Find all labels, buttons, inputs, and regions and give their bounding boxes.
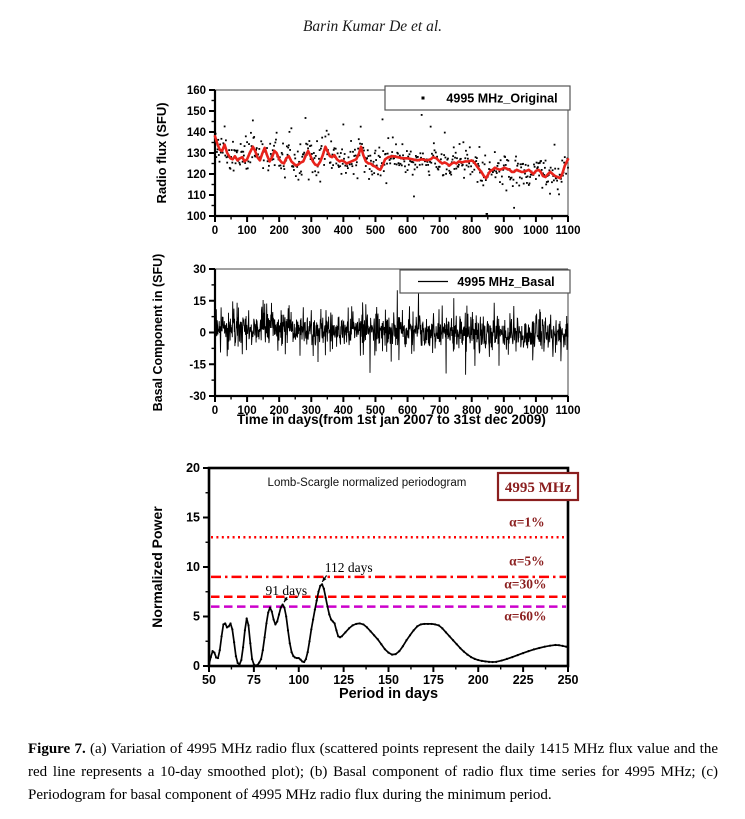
x-tick-label: 400 — [334, 225, 353, 237]
y-axis-title: Radio flux (SFU) — [154, 102, 169, 203]
legend-label: 4995 MHz_Basal — [457, 275, 554, 289]
x-tick-label: 1100 — [556, 405, 581, 417]
y-tick-label: 0 — [193, 659, 200, 673]
smoothed-line — [213, 134, 570, 180]
chart-basal-component: 0 100 200 300 400 500 600 700 800 900 1000 1100 -30-… — [150, 252, 586, 438]
x-tick-label: 50 — [202, 673, 216, 687]
periodogram-markers — [207, 583, 570, 667]
x-tick-label: 75 — [247, 673, 261, 687]
x-tick-label: 200 — [270, 405, 289, 417]
basal-line — [214, 290, 569, 375]
y-tick-label: 5 — [193, 610, 200, 624]
y-tick-label: 120 — [187, 169, 206, 181]
x-tick-label: 700 — [430, 225, 449, 237]
y-tick-label: 160 — [187, 85, 206, 97]
x-tick-label: 200 — [270, 225, 289, 237]
y-tick-label: 140 — [187, 127, 206, 139]
legend-box — [399, 269, 571, 294]
x-tick-label: 100 — [288, 673, 309, 687]
y-tick-label: 10 — [186, 560, 200, 574]
axis-ticks: 0 100 200 300 400 500 600 700 800 900 1000 1100 100 1… — [187, 85, 581, 237]
x-tick-label: 300 — [302, 405, 321, 417]
axis-ticks: 50 75 100 125 150 175 200 225 250 0 5 10 15 20 — [186, 461, 578, 687]
x-tick-label: 500 — [366, 225, 385, 237]
x-tick-label: 500 — [366, 405, 385, 417]
chart-periodogram: 50 75 100 125 150 175 200 225 250 0 5 10 15 20 Normali… — [140, 458, 592, 718]
significance-label: α=1% — [509, 514, 544, 529]
annotation-arrowhead — [284, 597, 289, 603]
x-tick-label: 175 — [423, 673, 444, 687]
y-tick-label: -15 — [189, 359, 206, 371]
plot-title: Lomb-Scargle normalized periodogram — [268, 477, 467, 489]
annotation-arrowhead — [322, 576, 327, 582]
peak-annotation: 91 days — [266, 583, 308, 598]
x-tick-label: 400 — [334, 405, 353, 417]
y-axis-title: Basal Component in (SFU) — [151, 254, 165, 412]
legend-label: 4995 MHz_Original — [446, 92, 557, 106]
x-tick-label: 800 — [462, 225, 481, 237]
plot-radio_flux_original: 0 100 200 300 400 500 600 700 800 900 1000 1100 100 1… — [154, 85, 581, 237]
significance-label: α=5% — [509, 554, 544, 569]
legend-box — [384, 85, 571, 111]
x-tick-label: 0 — [212, 405, 218, 417]
x-axis-title: Period in days — [339, 686, 438, 702]
y-tick-label: 0 — [200, 328, 206, 340]
peak-annotation: 112 days — [325, 560, 373, 575]
x-tick-label: 1100 — [556, 225, 581, 237]
x-tick-label: 300 — [302, 225, 321, 237]
x-tick-label: 900 — [494, 405, 513, 417]
y-tick-label: 100 — [187, 211, 206, 223]
y-tick-label: 20 — [186, 461, 200, 475]
frequency-badge: 4995 MHz — [505, 480, 572, 496]
x-tick-label: 225 — [513, 673, 534, 687]
axis-ticks: 0 100 200 300 400 500 600 700 800 900 1000 1100-30-… — [189, 264, 580, 417]
x-tick-label: 700 — [430, 405, 449, 417]
x-tick-label: 600 — [398, 405, 417, 417]
x-axis-title: Time in days(from 1st jan 2007 to 31st d… — [237, 412, 546, 427]
x-tick-label: 200 — [468, 673, 489, 687]
x-tick-label: 100 — [237, 405, 256, 417]
figure-caption-text: (a) Variation of 4995 MHz radio flux (sc… — [28, 741, 719, 803]
x-tick-label: 600 — [398, 225, 417, 237]
figure-caption-label: Figure 7. — [28, 741, 86, 757]
legend-dot-marker — [421, 96, 425, 100]
running-head: Barin Kumar De et al. — [302, 18, 443, 35]
x-tick-label: 125 — [333, 673, 354, 687]
x-tick-label: 900 — [494, 225, 513, 237]
y-tick-label: 130 — [187, 148, 206, 160]
frequency-badge-box — [496, 471, 580, 502]
x-tick-label: 100 — [237, 225, 256, 237]
y-tick-label: 110 — [187, 190, 206, 202]
significance-label: α=30% — [504, 576, 546, 591]
y-axis-title: Normalized Power — [149, 506, 165, 628]
plot-periodogram: 50 75 100 125 150 175 200 225 250 0 5 10 15 20 Normali… — [149, 461, 580, 702]
y-tick-label: 15 — [193, 296, 206, 308]
y-tick-label: 30 — [193, 264, 206, 276]
y-tick-label: 150 — [187, 106, 206, 118]
plot-basal_component: 0 100 200 300 400 500 600 700 800 900 1000 1100-30-… — [151, 254, 580, 427]
significance-label: α=60% — [504, 608, 546, 623]
x-tick-label: 1000 — [523, 225, 549, 237]
x-tick-label: 150 — [378, 673, 399, 687]
x-tick-label: 250 — [558, 673, 579, 687]
x-tick-label: 1000 — [523, 405, 549, 417]
y-tick-label: -30 — [189, 391, 206, 403]
x-tick-label: 800 — [462, 405, 481, 417]
y-tick-label: 15 — [186, 511, 200, 525]
x-tick-label: 0 — [212, 225, 218, 237]
chart-radio-flux: 0 100 200 300 400 500 600 700 800 900 1000 1100 100 1… — [150, 80, 586, 252]
figure-caption: Figure 7. (a) Variation of 4995 MHz radi… — [28, 738, 718, 806]
